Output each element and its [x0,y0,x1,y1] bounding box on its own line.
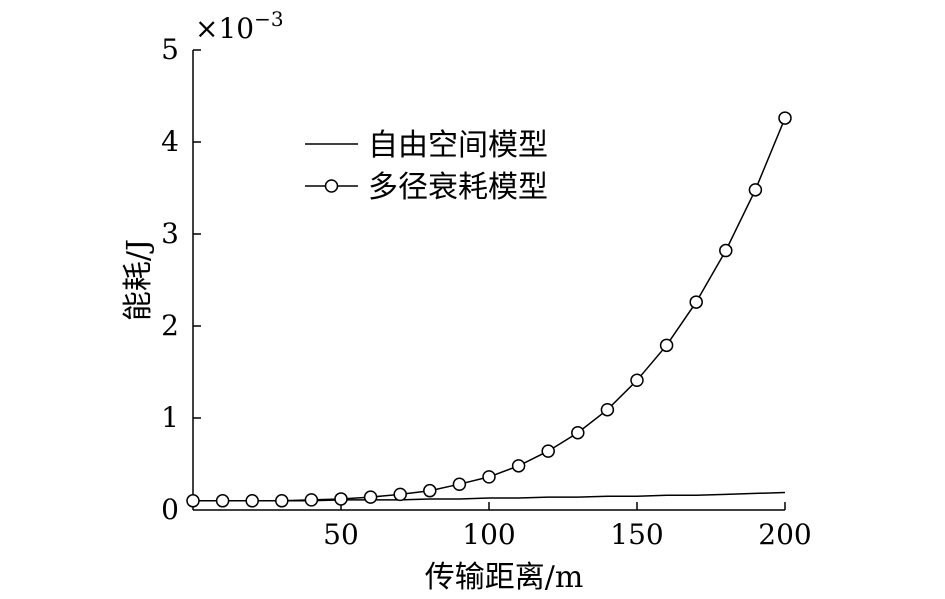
legend-label-multipath: 多径衰耗模型 [368,170,548,205]
data-point-multipath [778,111,792,125]
y-multiplier-base: ×10 [195,12,254,45]
y-tick-label: 3 [161,217,179,250]
data-point-multipath [215,494,230,508]
data-point-multipath [363,490,378,504]
data-point-multipath [186,494,200,508]
x-tick-label: 100 [462,518,515,551]
y-axis-multiplier: ×10−3 [195,7,284,45]
data-point-multipath [482,470,496,484]
data-point-multipath [334,492,348,506]
data-point-multipath [304,493,319,507]
data-point-multipath [393,487,407,502]
y-tick-label: 2 [161,309,179,342]
data-point-multipath [452,477,467,491]
y-tick-label: 4 [161,125,179,158]
y-tick-label: 1 [161,401,179,434]
data-point-multipath [541,444,555,458]
y-tick-label: 0 [161,493,179,526]
data-point-multipath [275,494,289,508]
data-point-multipath [659,338,674,353]
y-axis-title: 能耗/J [121,239,156,321]
x-axis-title: 传输距离/m [425,560,584,595]
data-point-multipath [245,494,259,508]
x-tick-label: 50 [323,518,359,551]
series-layer [186,111,792,508]
data-point-multipath [600,402,615,417]
x-tick-label: 150 [610,518,663,551]
legend: 自由空间模型 多径衰耗模型 [305,128,548,205]
data-point-multipath [511,459,526,473]
legend-label-free-space: 自由空间模型 [368,128,548,163]
y-tick-label: 5 [161,33,179,66]
data-point-multipath [571,425,585,440]
data-point-multipath [748,183,763,197]
x-axis-ticks: 50 100 150 200 [323,502,812,551]
data-point-multipath [719,243,733,258]
y-multiplier-exponent: −3 [254,7,283,31]
data-point-multipath [423,483,437,498]
y-axis-ticks: 0 1 2 3 4 5 [161,33,201,526]
data-point-multipath [630,373,644,388]
x-tick-label: 200 [758,518,811,551]
data-point-multipath [689,295,703,309]
legend-marker-multipath [324,179,339,193]
